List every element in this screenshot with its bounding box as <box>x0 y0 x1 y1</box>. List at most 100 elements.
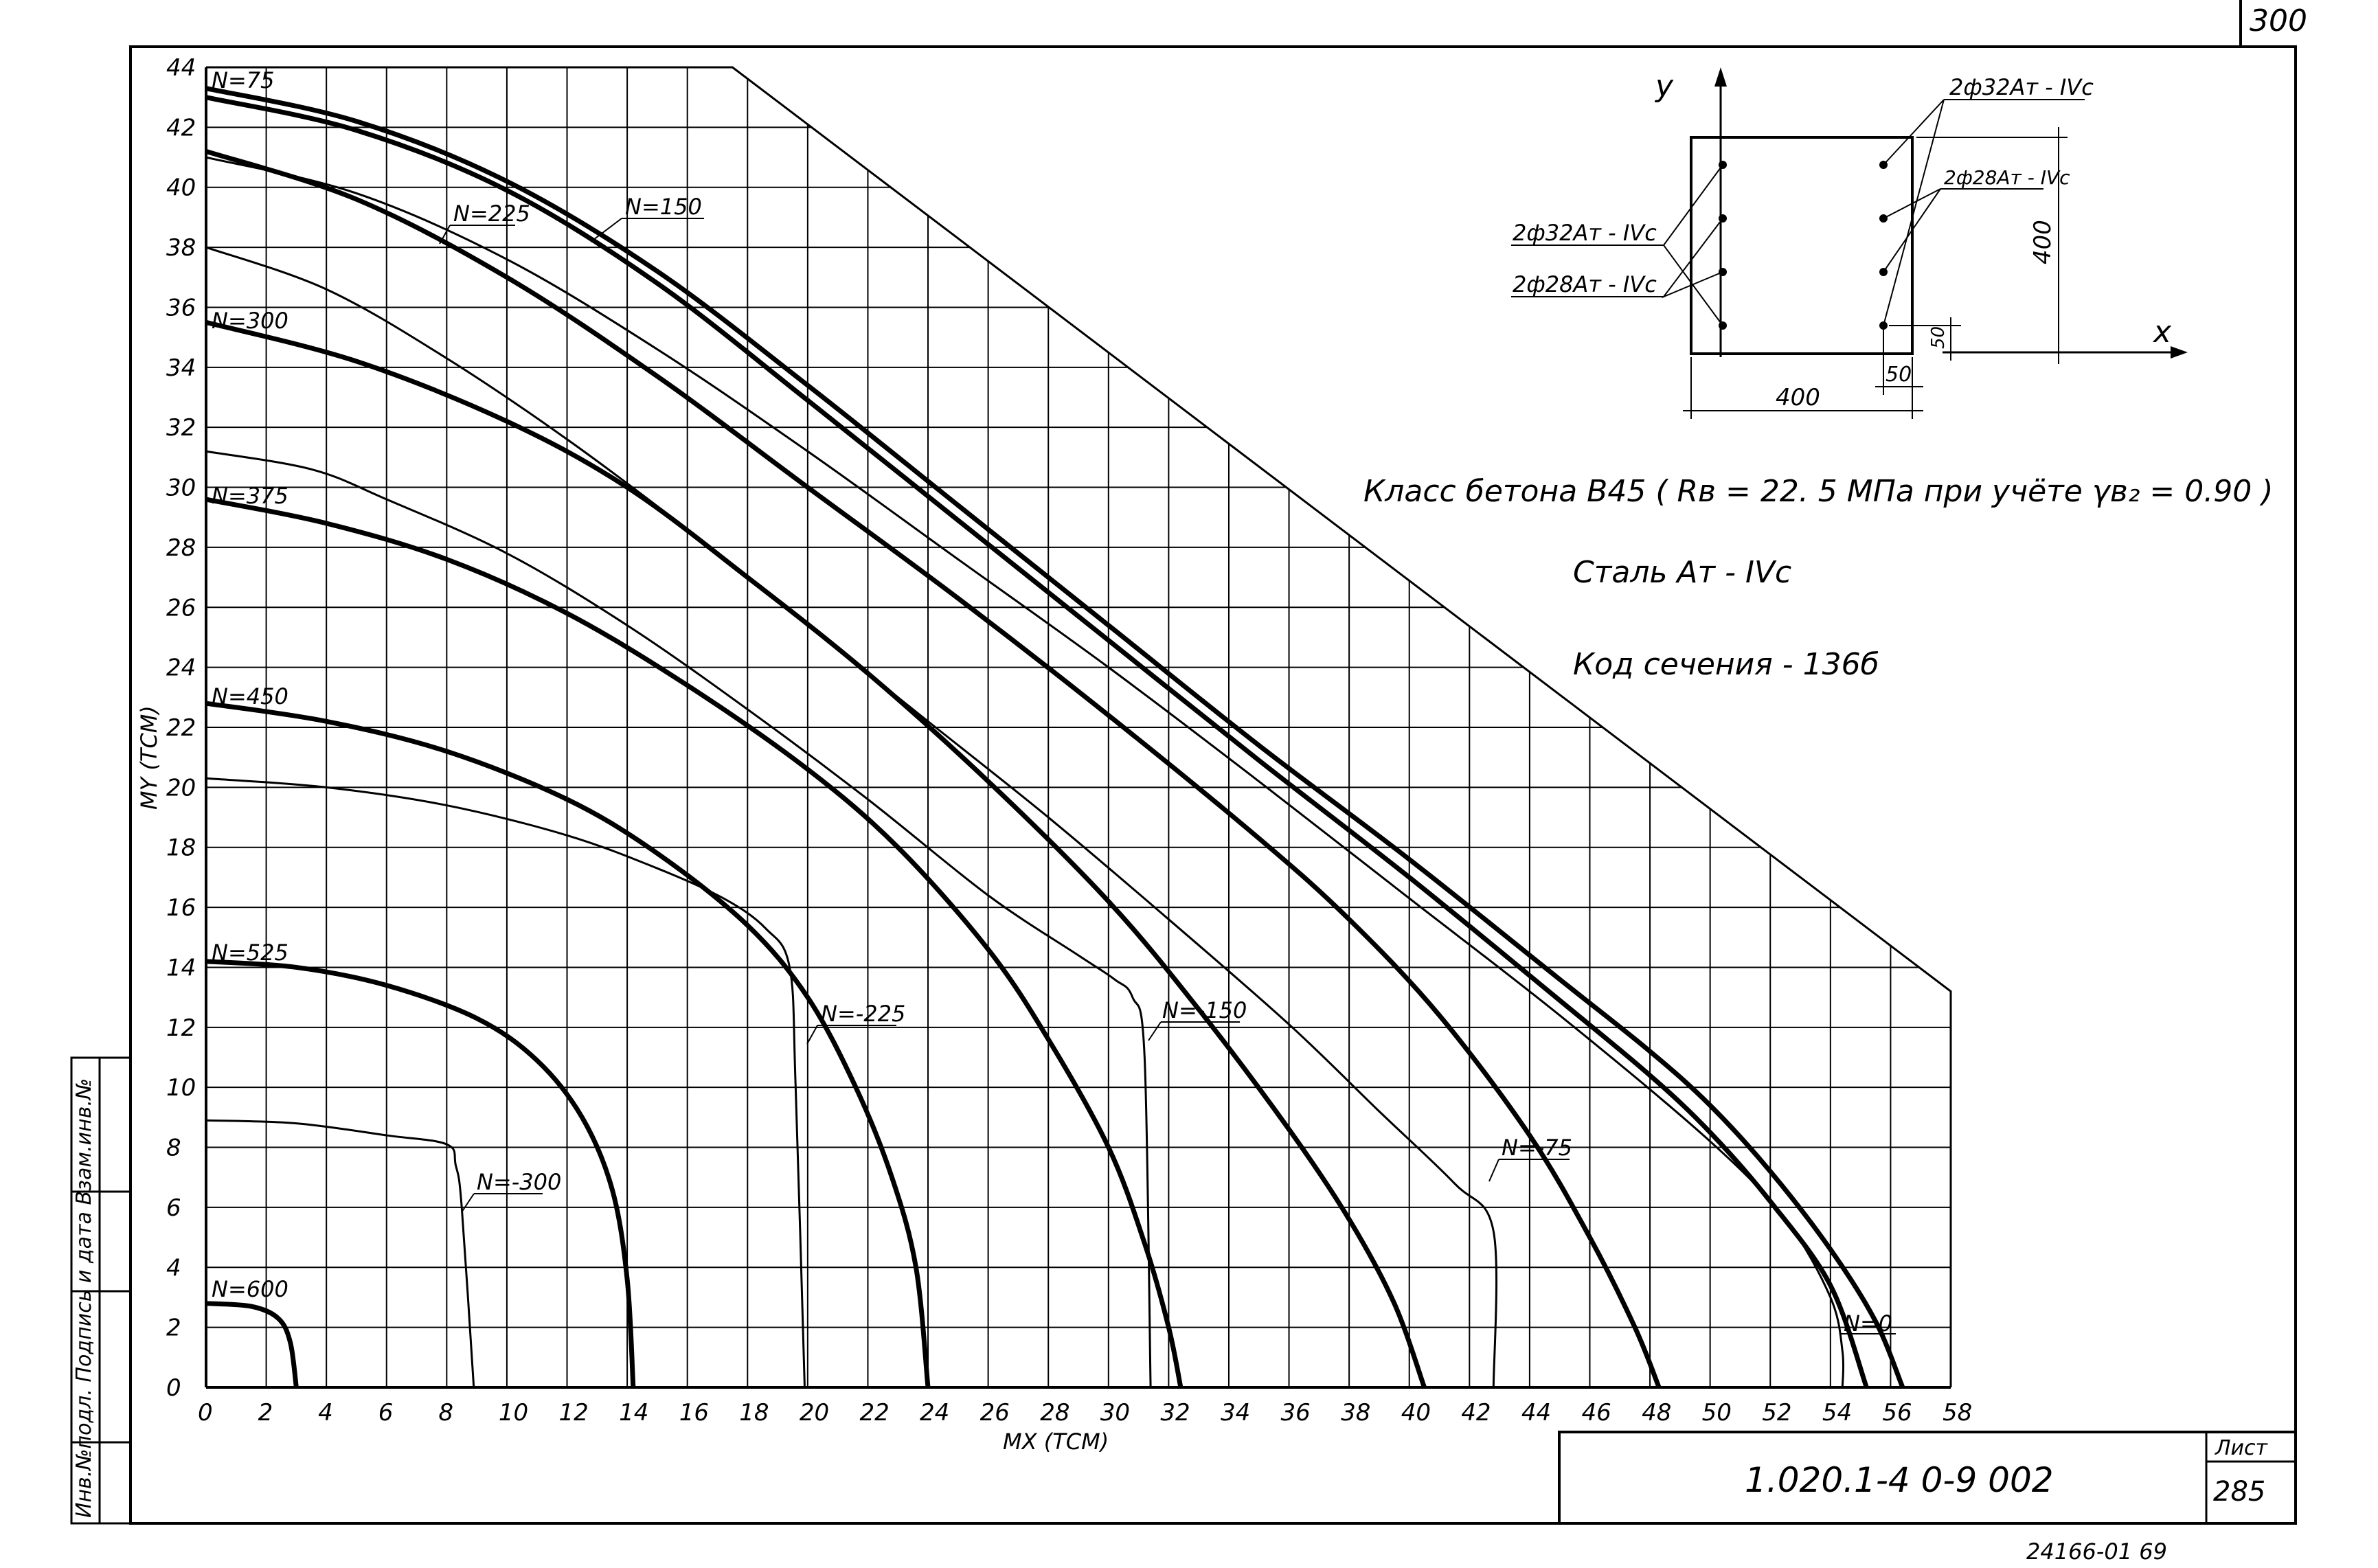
x-tick-label: 52 <box>1762 1399 1791 1427</box>
y-axis-label: MY (TCM) <box>136 705 162 810</box>
x-tick-label: 22 <box>859 1399 889 1427</box>
curve-label-n450: N=450 <box>212 683 288 709</box>
curves <box>205 86 1905 1389</box>
chart-boundary <box>206 66 1952 1387</box>
x-tick-label: 34 <box>1221 1399 1250 1427</box>
x-tick-label: 58 <box>1943 1399 1972 1427</box>
margin-table: Инв.№подл. Подпись и дата Взам.инв.№ <box>70 1056 132 1525</box>
y-tick-label: 40 <box>166 174 196 202</box>
x-axis-label: MX (TCM) <box>1003 1429 1109 1455</box>
x-tick-label: 46 <box>1581 1399 1611 1427</box>
y-tick-label: 36 <box>166 294 196 321</box>
rebar-left-top-label: 2ф32Aт - IVc <box>1513 220 1657 246</box>
dim-cover-y-label: 50 <box>1928 326 1949 349</box>
dim-width-label: 400 <box>1776 384 1820 411</box>
curve-label-n525: N=525 <box>212 940 288 966</box>
x-tick-label: 6 <box>378 1399 394 1427</box>
dim-cover-x-label: 50 <box>1886 363 1912 387</box>
svg-text:N=525: N=525 <box>212 940 288 966</box>
curve-n0 <box>205 156 1845 1388</box>
dim-height-label: 400 <box>2029 220 2057 264</box>
x-tick-label: 26 <box>980 1399 1010 1427</box>
sheet-label: Лист <box>2215 1436 2269 1460</box>
x-tick-label: 38 <box>1341 1399 1370 1427</box>
outer-frame <box>129 45 2297 1525</box>
svg-text:N=0: N=0 <box>1844 1310 1892 1337</box>
y-tick-label: 16 <box>166 894 196 922</box>
y-tick-label: 8 <box>166 1135 181 1162</box>
rebar-right-mid-label: 2ф28Aт - IVc <box>1944 166 2070 189</box>
curve-labels: N=75 N=150 N=225 N=300 N=375 N=450 N=525… <box>212 67 1896 1337</box>
curve-label-n-75: N=-75 <box>1488 1135 1572 1182</box>
curve-n225 <box>205 148 1662 1389</box>
curve-n75 <box>205 86 1905 1389</box>
y-tick-label: 10 <box>166 1074 196 1102</box>
curve-label-n300: N=300 <box>212 308 288 334</box>
y-tick-label: 18 <box>166 834 196 862</box>
y-tick-label: 34 <box>166 354 196 382</box>
title-block: 1.020.1-4 0-9 002 Лист 285 <box>1558 1431 2297 1525</box>
y-tick-labels: 0246810121416182022242628303234363840424… <box>166 54 196 1402</box>
interaction-chart: 0 2 4 6 8 10 12 14 16 18 20 22 24 26 28 30 32 34 36 38 40 42 4… <box>136 54 1972 1455</box>
curve-nminus150 <box>205 450 1152 1388</box>
curve-nminus75 <box>205 246 1498 1388</box>
y-tick-label: 14 <box>166 954 196 981</box>
x-tick-label: 48 <box>1642 1399 1671 1427</box>
y-tick-label: 22 <box>166 714 196 742</box>
svg-text:N=-225: N=-225 <box>821 1001 905 1027</box>
section-x-label: x <box>2152 315 2172 350</box>
x-tick-label: 20 <box>800 1399 829 1427</box>
y-tick-label: 44 <box>166 54 196 82</box>
x-tick-label: 36 <box>1281 1399 1311 1427</box>
svg-text:N=225: N=225 <box>453 201 530 227</box>
curve-n375 <box>205 497 1184 1388</box>
y-tick-label: 4 <box>166 1254 181 1282</box>
curve-label-n225: N=225 <box>439 201 530 245</box>
x-tick-label: 56 <box>1882 1399 1912 1427</box>
section-code-note: Код сечения - 136б <box>1573 647 1879 682</box>
leader-left-top <box>1511 164 1723 326</box>
svg-text:N=-300: N=-300 <box>477 1169 561 1195</box>
x-tick-label: 50 <box>1702 1399 1732 1427</box>
y-tick-label: 38 <box>166 234 196 262</box>
curve-n300 <box>205 319 1427 1389</box>
x-tick-label: 18 <box>739 1399 769 1427</box>
x-tick-label: 12 <box>559 1399 589 1427</box>
x-tick-label: 24 <box>920 1399 949 1427</box>
curve-n150 <box>205 95 1869 1389</box>
chart-grid <box>206 67 1951 1387</box>
y-tick-label: 0 <box>166 1374 181 1402</box>
svg-text:N=-150: N=-150 <box>1162 997 1247 1023</box>
curve-nminus300 <box>205 1119 475 1388</box>
x-tick-label: 32 <box>1160 1399 1190 1427</box>
sheet-value: 285 <box>2213 1476 2265 1508</box>
section-outline <box>1690 136 1914 355</box>
curve-label-n600: N=600 <box>212 1276 288 1302</box>
x-tick-label: 14 <box>619 1399 648 1427</box>
y-tick-label: 6 <box>166 1194 181 1222</box>
margin-table-text: Инв.№подл. Подпись и дата Взам.инв.№ <box>72 1078 96 1518</box>
y-tick-label: 24 <box>166 655 196 682</box>
y-tick-label: 30 <box>166 475 196 502</box>
y-tick-label: 32 <box>166 414 196 442</box>
x-tick-labels: 0 2 4 6 8 10 12 14 16 18 20 22 24 26 28 30 32 34 36 38 40 42 4… <box>198 1399 1972 1427</box>
curve-label-n150: N=150 <box>590 194 704 242</box>
svg-text:N=375: N=375 <box>212 483 288 509</box>
rebar-left-mid-label: 2ф28Aт - IVc <box>1513 271 1657 297</box>
svg-text:N=75: N=75 <box>212 67 274 93</box>
y-tick-label: 20 <box>166 774 196 802</box>
curve-label-n375: N=375 <box>212 483 288 509</box>
section-y-arrow <box>1714 67 1727 87</box>
x-tick-label: 42 <box>1461 1399 1491 1427</box>
svg-text:N=450: N=450 <box>212 683 288 709</box>
y-tick-label: 12 <box>166 1014 196 1042</box>
curve-label-n-150: N=-150 <box>1148 997 1247 1041</box>
section-y-label: y <box>1654 69 1674 104</box>
y-tick-label: 42 <box>166 114 196 141</box>
section-x-arrow <box>2171 346 2188 359</box>
sheet-number-top: 300 <box>2250 3 2307 38</box>
svg-text:N=600: N=600 <box>212 1276 288 1302</box>
curve-label-n75: N=75 <box>212 67 274 93</box>
svg-text:N=300: N=300 <box>212 308 288 334</box>
